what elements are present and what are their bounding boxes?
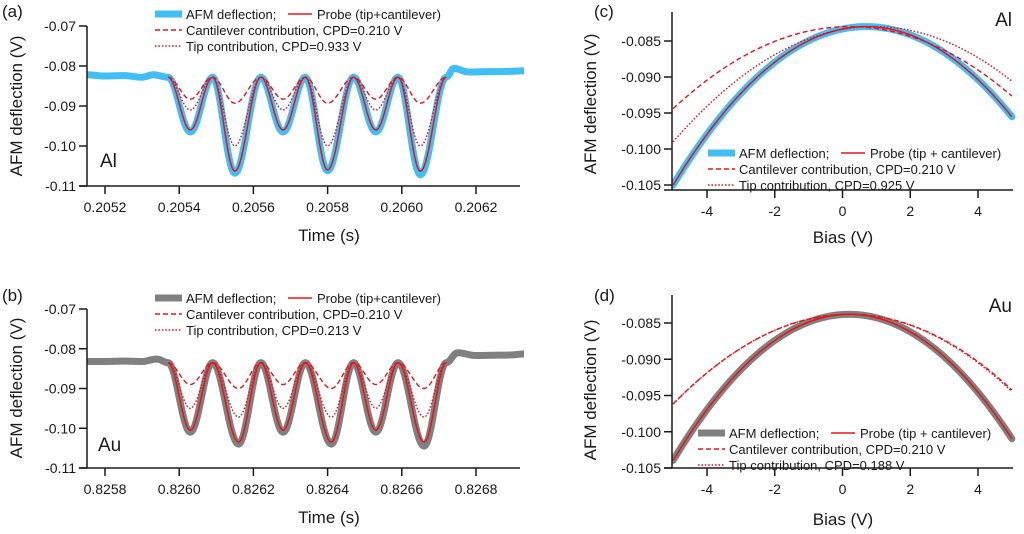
axes: -0.07 -0.08 -0.09 -0.10 -0.11 0.8258 0.8260 0.8… bbox=[44, 301, 520, 497]
y-tick-label: -0.095 bbox=[621, 105, 661, 121]
y-tick-label: -0.105 bbox=[621, 177, 661, 193]
y-tick-label: -0.08 bbox=[44, 58, 76, 74]
legend: AFM deflection; Probe (tip+cantilever)Can… bbox=[155, 291, 441, 338]
y-tick-label: -0.100 bbox=[621, 424, 661, 440]
x-tick-label: -4 bbox=[701, 481, 714, 497]
legend-label-probe: Probe (tip + cantilever) bbox=[870, 146, 1001, 161]
y-tick-label: -0.08 bbox=[44, 341, 76, 357]
legend-label-probe: Probe (tip+cantilever) bbox=[317, 291, 441, 306]
y-axis-title: AFM deflection (V) bbox=[581, 34, 600, 175]
x-tick-label: 4 bbox=[974, 203, 982, 219]
x-tick-label: 0.2056 bbox=[232, 199, 275, 215]
legend-label-probe: Probe (tip + cantilever) bbox=[860, 426, 991, 441]
x-tick-label: 0.8260 bbox=[158, 481, 201, 497]
material-label: Au bbox=[989, 296, 1012, 317]
y-tick-label: -0.095 bbox=[621, 388, 661, 404]
x-axis-title: Time (s) bbox=[298, 508, 360, 527]
x-tick-label: 0.2062 bbox=[455, 199, 498, 215]
x-tick-label: 4 bbox=[974, 481, 982, 497]
x-tick-label: -2 bbox=[769, 203, 782, 219]
legend-label-cantilever: Cantilever contribution, CPD=0.210 V bbox=[729, 442, 946, 457]
x-tick-label: 0.2060 bbox=[380, 199, 423, 215]
plot-area bbox=[672, 23, 1016, 189]
y-tick-label: -0.07 bbox=[44, 301, 76, 317]
legend-label-tip: Tip contribution, CPD=0.925 V bbox=[739, 178, 915, 193]
plot-area bbox=[672, 310, 1016, 464]
x-axis-title: Bias (V) bbox=[813, 228, 873, 247]
y-tick-label: -0.10 bbox=[44, 420, 76, 436]
legend-label-tip: Tip contribution, CPD=0.213 V bbox=[186, 323, 362, 338]
legend-label-cantilever: Cantilever contribution, CPD=0.210 V bbox=[186, 23, 403, 38]
series-probe bbox=[672, 25, 1013, 186]
y-axis-title: AFM deflection (V) bbox=[581, 320, 600, 461]
y-tick-label: -0.07 bbox=[44, 18, 76, 34]
legend-label-afm-deflection: AFM deflection; bbox=[739, 146, 829, 161]
legend-label-afm-deflection: AFM deflection; bbox=[186, 7, 276, 22]
panel-label: (c) bbox=[594, 2, 614, 21]
x-tick-label: -2 bbox=[769, 481, 782, 497]
series-tip-contribution bbox=[672, 25, 1013, 143]
legend-label-afm-deflection: AFM deflection; bbox=[186, 291, 276, 306]
legend-label-tip: Tip contribution, CPD=0.188 V bbox=[729, 458, 905, 473]
y-tick-label: -0.100 bbox=[621, 141, 661, 157]
legend-label-probe: Probe (tip+cantilever) bbox=[317, 7, 441, 22]
x-axis-title: Time (s) bbox=[298, 226, 360, 245]
x-tick-label: -4 bbox=[701, 203, 714, 219]
x-tick-label: 0.8264 bbox=[306, 481, 349, 497]
x-tick-label: 2 bbox=[906, 481, 914, 497]
x-tick-label: 0.8262 bbox=[232, 481, 275, 497]
legend: AFM deflection; Probe (tip + cantilever)C… bbox=[708, 146, 1001, 193]
panel-c-al-bias-sweep: (c) AFM deflection (V) Bias (V) Al -0.08… bbox=[581, 2, 1016, 247]
y-tick-label: -0.11 bbox=[45, 178, 76, 194]
x-tick-label: 0.2054 bbox=[158, 199, 201, 215]
panel-d-au-bias-sweep: (d) AFM deflection (V) Bias (V) Au -0.08… bbox=[581, 286, 1016, 529]
x-tick-label: 0.8268 bbox=[455, 481, 498, 497]
series-probe bbox=[672, 313, 1013, 461]
axes: -0.085 -0.090 -0.095 -0.100 -0.105 -4 -2 0 2 4 bbox=[621, 295, 1013, 497]
y-axis-title: AFM deflection (V) bbox=[7, 36, 26, 177]
panel-a-al-time-trace: (a) AFM deflection (V) Time (s) Al -0.07… bbox=[2, 2, 524, 245]
y-tick-label: -0.10 bbox=[44, 138, 76, 154]
legend-label-cantilever: Cantilever contribution, CPD=0.210 V bbox=[186, 307, 403, 322]
y-tick-label: -0.090 bbox=[621, 351, 661, 367]
legend: AFM deflection; Probe (tip+cantilever)Can… bbox=[155, 7, 441, 54]
plot-area bbox=[87, 64, 524, 179]
panel-label: (a) bbox=[2, 2, 23, 21]
x-tick-label: 2 bbox=[906, 203, 914, 219]
y-tick-label: -0.085 bbox=[621, 33, 661, 49]
y-tick-label: -0.11 bbox=[45, 460, 76, 476]
material-label: Au bbox=[98, 435, 121, 456]
x-tick-label: 0.8258 bbox=[84, 481, 127, 497]
y-tick-label: -0.090 bbox=[621, 69, 661, 85]
legend-label-cantilever: Cantilever contribution, CPD=0.210 V bbox=[739, 162, 956, 177]
panel-b-au-time-trace: (b) AFM deflection (V) Time (s) Au -0.07… bbox=[2, 286, 524, 527]
x-tick-label: 0.2058 bbox=[306, 199, 349, 215]
x-tick-label: 0 bbox=[839, 203, 847, 219]
y-axis-title: AFM deflection (V) bbox=[7, 318, 26, 459]
plot-area bbox=[87, 349, 524, 450]
series-cantilever-contribution bbox=[672, 25, 1013, 110]
y-tick-label: -0.09 bbox=[44, 98, 76, 114]
legend: AFM deflection; Probe (tip + cantilever)C… bbox=[698, 426, 991, 473]
material-label: Al bbox=[100, 151, 117, 172]
series-probe bbox=[167, 361, 447, 444]
x-tick-label: 0 bbox=[839, 481, 847, 497]
y-tick-label: -0.09 bbox=[44, 381, 76, 397]
x-tick-label: 0.2052 bbox=[84, 199, 127, 215]
panel-label: (b) bbox=[2, 286, 23, 305]
y-tick-label: -0.105 bbox=[621, 460, 661, 476]
legend-label-tip: Tip contribution, CPD=0.933 V bbox=[186, 39, 362, 54]
axes: -0.07 -0.08 -0.09 -0.10 -0.11 0.2052 0.2054 0.2… bbox=[44, 18, 520, 215]
x-axis-title: Bias (V) bbox=[813, 510, 873, 529]
x-tick-label: 0.8266 bbox=[380, 481, 423, 497]
series-probe bbox=[167, 76, 447, 173]
legend-label-afm-deflection: AFM deflection; bbox=[729, 426, 819, 441]
y-tick-label: -0.085 bbox=[621, 315, 661, 331]
axes: -0.085 -0.090 -0.095 -0.100 -0.105 -4 -2 0 2 4 bbox=[621, 12, 1013, 219]
panel-label: (d) bbox=[594, 286, 615, 305]
material-label: Al bbox=[995, 10, 1012, 31]
